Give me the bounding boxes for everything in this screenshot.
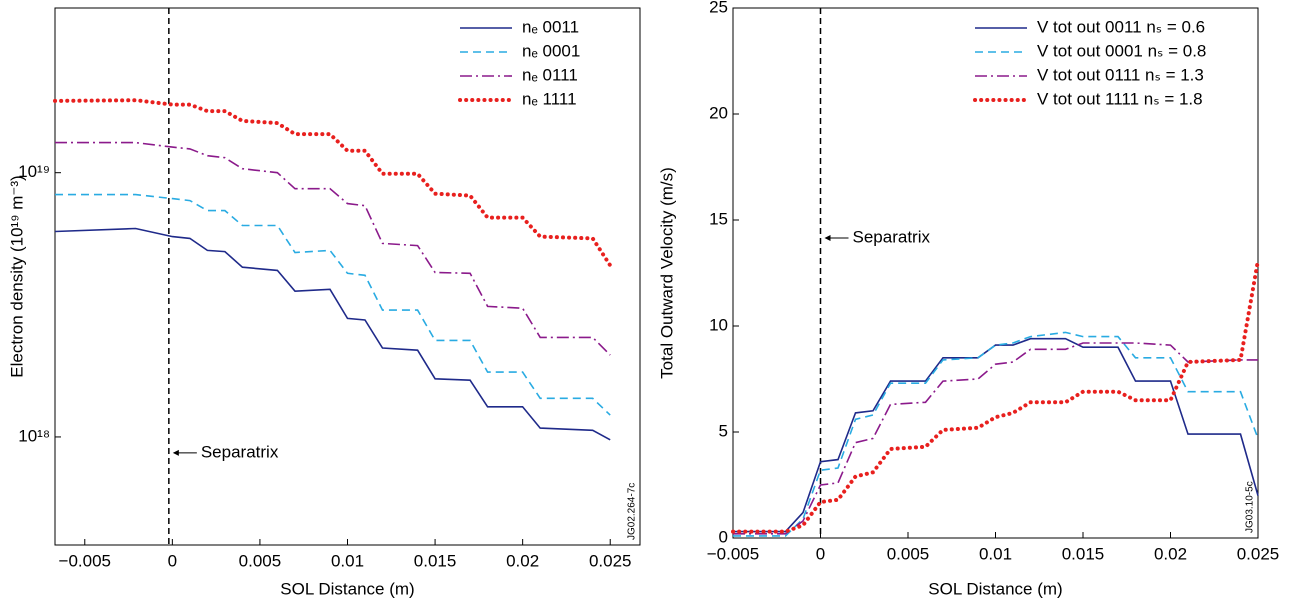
y-axis-title: Total Outward Velocity (m/s) [657, 167, 676, 379]
annotation-text: Separatrix [853, 228, 931, 247]
legend-label: nₑ 1111 [522, 89, 577, 108]
legend-label: nₑ 0111 [522, 65, 578, 84]
y-tick-label: 0 [719, 527, 728, 546]
y-tick-label: 15 [709, 209, 728, 228]
x-tick-label: 0.01 [331, 551, 364, 570]
arrow-head [172, 449, 179, 456]
legend-label: V tot out 0011 nₛ = 0.6 [1037, 17, 1205, 36]
y-tick-label: 10 [709, 315, 728, 334]
arrow-head [824, 235, 831, 242]
x-tick-label: 0 [816, 544, 825, 563]
x-tick-label: 0.01 [979, 544, 1012, 563]
x-tick-label: 0.005 [239, 551, 282, 570]
y-axis-title: Electron density (10¹⁹ m⁻³) [7, 175, 26, 377]
series-line [731, 258, 1260, 534]
x-tick-label: 0.025 [1237, 544, 1280, 563]
x-tick-label: 0.02 [506, 551, 539, 570]
plot-frame [732, 7, 1259, 539]
y-tick-label: 10¹⁹ [18, 162, 50, 181]
series-line [54, 227, 611, 441]
x-tick-label: 0 [168, 551, 177, 570]
x-axis-title: SOL Distance (m) [280, 579, 414, 598]
y-tick-label: 20 [709, 103, 728, 122]
x-tick-label: 0.005 [887, 544, 930, 563]
series-line [733, 342, 1258, 535]
legend-label: nₑ 0011 [522, 17, 579, 36]
note: JG02.264-7c [627, 483, 638, 540]
series-line [55, 193, 611, 416]
series-line [55, 141, 611, 356]
y-tick-label: 25 [709, 0, 728, 16]
x-tick-label: −0.005 [59, 551, 111, 570]
y-tick-label: 5 [719, 421, 728, 440]
x-tick-label: 0.025 [589, 551, 632, 570]
legend-label: V tot out 0111 nₛ = 1.3 [1037, 65, 1204, 84]
legend-label: V tot out 1111 nₛ = 1.8 [1037, 89, 1203, 108]
series-line [733, 331, 1259, 537]
y-tick-label: 10¹⁸ [18, 426, 50, 445]
series-line [53, 98, 613, 268]
x-tick-label: 0.015 [1062, 544, 1105, 563]
x-axis-title: SOL Distance (m) [928, 579, 1062, 598]
annotation-text: Separatrix [201, 442, 279, 461]
legend-label: V tot out 0001 nₛ = 0.8 [1037, 41, 1206, 60]
x-tick-label: 0.02 [1154, 544, 1187, 563]
note: JG03.10-5c [1245, 481, 1256, 533]
x-tick-label: 0.015 [414, 551, 457, 570]
x-tick-label: −0.005 [707, 544, 759, 563]
legend-label: nₑ 0001 [522, 41, 580, 60]
